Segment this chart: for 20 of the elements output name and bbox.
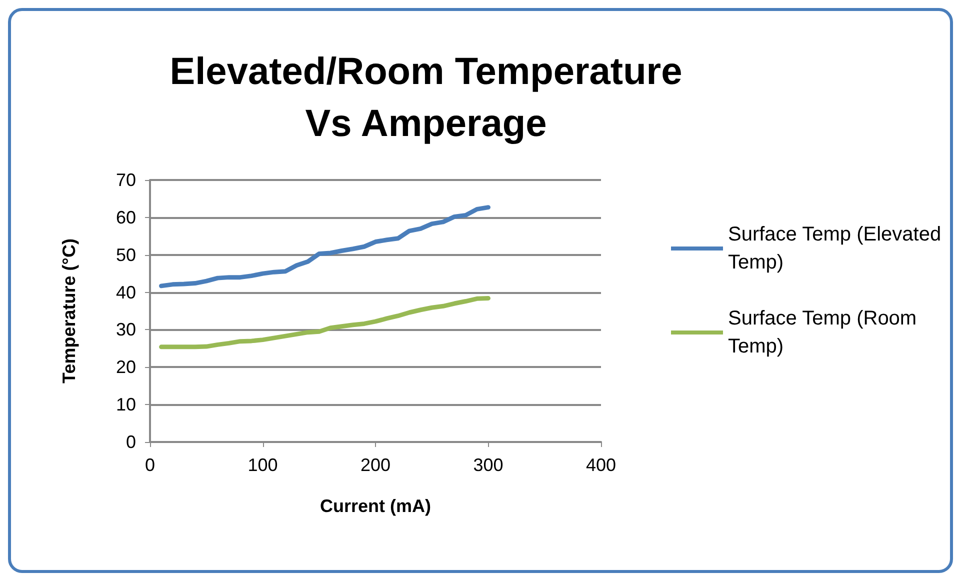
x-tick-label: 100	[248, 455, 278, 475]
chart-title: Elevated/Room Temperature Vs Amperage	[170, 51, 682, 145]
legend-label: Surface Temp (Elevated Temp)	[728, 224, 947, 274]
y-tick-label: 20	[116, 357, 136, 378]
x-tick-label: 300	[473, 455, 504, 475]
y-tick-label: 30	[116, 320, 136, 340]
y-tick-label: 10	[116, 394, 136, 415]
y-tick-label: 40	[116, 282, 136, 302]
x-tick-label: 400	[586, 455, 616, 475]
line-series	[159, 205, 490, 288]
x-axis-title: Current (mA)	[320, 496, 432, 516]
legend-label: Surface Temp (Room Temp)	[728, 308, 922, 358]
y-tick-label: 50	[116, 244, 136, 265]
y-tick-label: 70	[116, 170, 136, 190]
y-axis-title: Temperature (°C)	[59, 238, 79, 384]
line-series	[159, 296, 490, 350]
y-tick-label: 0	[126, 432, 136, 452]
x-tick-label: 0	[144, 455, 156, 475]
x-tick-label: 200	[360, 455, 391, 475]
y-tick-label: 60	[116, 207, 136, 228]
